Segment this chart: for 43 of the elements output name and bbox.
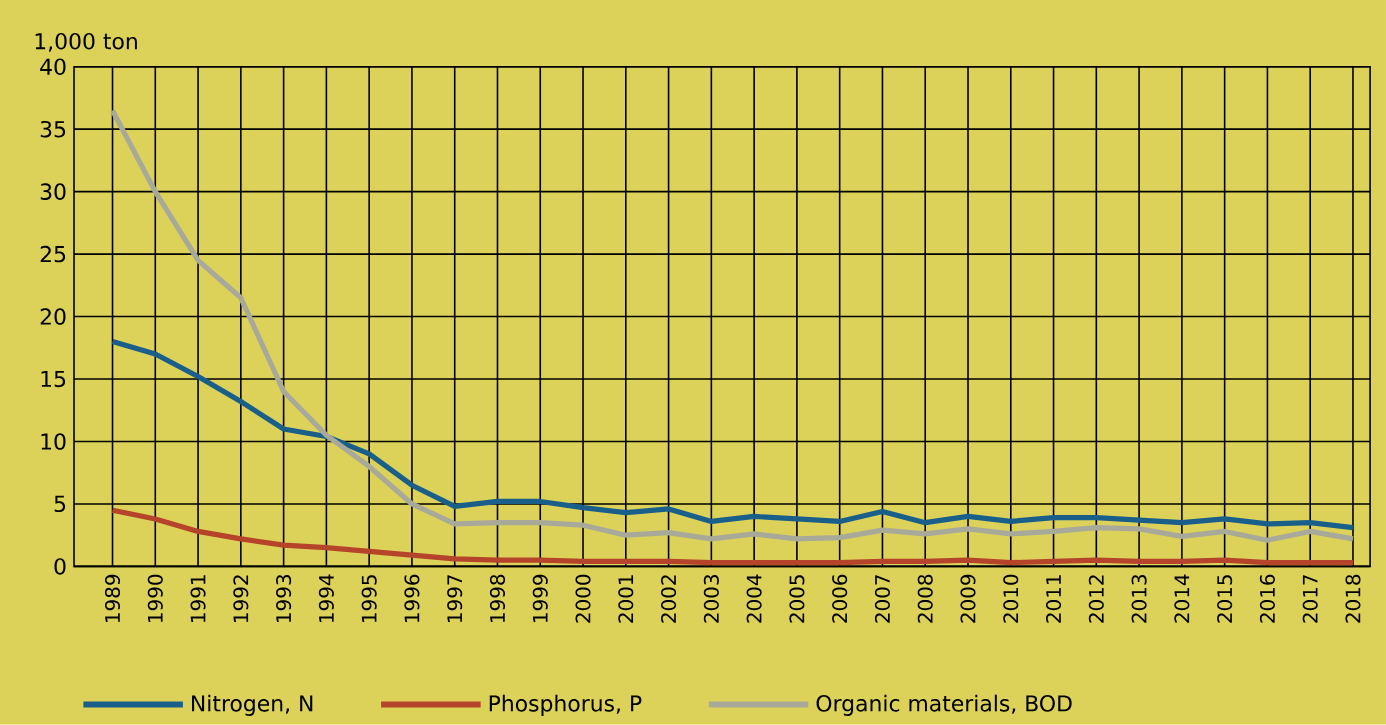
x-tick-label: 1996 xyxy=(404,574,420,623)
x-tick-label: 2000 xyxy=(575,574,591,623)
x-tick-label: 1993 xyxy=(276,575,292,623)
y-tick-label: 30 xyxy=(40,183,66,201)
legend-label: Phosphorus, P xyxy=(489,694,642,717)
x-tick-label: 1989 xyxy=(104,575,121,623)
y-tick-label: 40 xyxy=(40,58,66,76)
x-tick-label: 2007 xyxy=(874,575,890,623)
x-tick-label: 1994 xyxy=(318,574,334,623)
x-tick-label: 1997 xyxy=(447,575,463,623)
x-tick-label: 2001 xyxy=(618,575,634,623)
legend-label: Organic materials, BOD xyxy=(816,694,1072,717)
x-tick-label: 2017 xyxy=(1302,575,1318,623)
x-tick-label: 2006 xyxy=(832,574,848,623)
y-tick-label: 5 xyxy=(54,495,66,513)
legend-label: Nitrogen, N xyxy=(192,694,313,717)
y-tick-label: 25 xyxy=(40,245,66,263)
y-tick-label: 20 xyxy=(40,308,66,325)
x-tick-label: 2016 xyxy=(1259,574,1275,623)
x-tick-label: 2004 xyxy=(746,574,762,623)
x-tick-label: 2011 xyxy=(1046,575,1062,623)
x-tick-label: 2009 xyxy=(960,575,976,623)
x-tick-label: 2002 xyxy=(661,575,677,623)
x-tick-label: 1990 xyxy=(147,574,163,623)
x-tick-label: 2003 xyxy=(703,575,719,623)
y-axis-title: 1,000 ton xyxy=(35,33,137,52)
y-tick-label: 15 xyxy=(41,371,66,388)
x-tick-label: 2015 xyxy=(1217,575,1233,623)
x-tick-label: 1995 xyxy=(361,575,377,623)
x-tick-label: 2014 xyxy=(1174,574,1190,623)
x-tick-label: 1999 xyxy=(532,575,548,623)
x-tick-label: 2018 xyxy=(1345,574,1361,623)
y-tick-label: 35 xyxy=(40,121,66,138)
x-tick-label: 2013 xyxy=(1131,575,1147,623)
x-tick-label: 1992 xyxy=(233,575,249,623)
x-tick-label: 1991 xyxy=(190,575,206,623)
x-tick-label: 2005 xyxy=(789,575,805,623)
x-tick-label: 2010 xyxy=(1003,574,1019,623)
x-tick-label: 2012 xyxy=(1088,575,1104,623)
x-tick-label: 2008 xyxy=(917,574,933,623)
y-tick-label: 0 xyxy=(54,558,66,575)
y-tick-label: 10 xyxy=(41,433,66,450)
x-tick-label: 1998 xyxy=(489,574,506,623)
